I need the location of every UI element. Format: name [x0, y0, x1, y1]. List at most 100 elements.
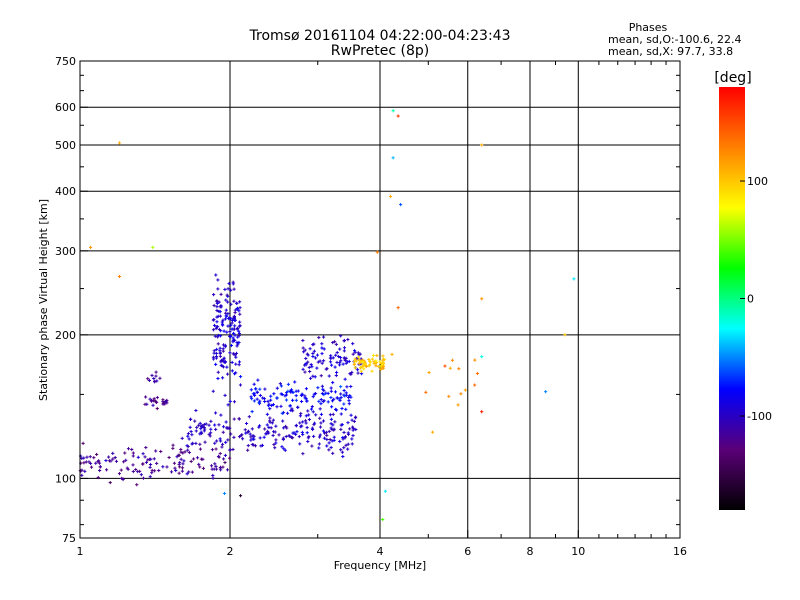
x-tick-label: 1: [77, 545, 84, 558]
scatter-point: [188, 417, 193, 421]
scatter-point: [215, 315, 219, 319]
scatter-point: [322, 431, 327, 435]
scatter-point: [310, 365, 314, 369]
x-axis-ticks: 1 2 4 6 8 10 16: [77, 61, 687, 558]
scatter-point: [185, 444, 189, 448]
scatter-point: [334, 342, 338, 346]
scatter-point: [329, 354, 333, 358]
scatter-point: [154, 370, 158, 374]
scatter-point: [150, 398, 154, 403]
scatter-point: [220, 445, 224, 449]
scatter-point: [344, 391, 348, 395]
scatter-point: [233, 333, 237, 337]
scatter-point: [107, 459, 112, 463]
scatter-point: [294, 398, 298, 402]
scatter-point: [232, 338, 236, 343]
scatter-point: [463, 388, 467, 392]
scatter-point: [126, 447, 131, 451]
scatter-point: [357, 358, 361, 362]
scatter-point: [169, 470, 174, 474]
scatter-point: [80, 473, 84, 477]
scatter-point: [358, 352, 362, 356]
scatter-point: [148, 397, 152, 401]
scatter-point: [319, 402, 323, 406]
scatter-point: [186, 434, 190, 438]
scatter-point: [335, 360, 339, 365]
scatter-point: [224, 308, 228, 312]
scatter-point: [183, 450, 187, 454]
scatter-point: [130, 447, 134, 452]
scatter-point: [285, 411, 290, 415]
scatter-point: [315, 353, 320, 357]
scatter-point: [334, 373, 338, 378]
scatter-point: [252, 434, 256, 438]
scatter-point: [232, 316, 237, 320]
scatter-point: [104, 458, 108, 463]
scatter-point: [233, 324, 237, 328]
scatter-point: [198, 442, 202, 446]
scatter-point: [275, 396, 279, 400]
scatter-point: [274, 438, 278, 442]
scatter-point: [250, 427, 254, 431]
scatter-point: [331, 451, 335, 455]
scatter-point: [307, 365, 311, 370]
scatter-point: [92, 456, 96, 460]
y-tick-label: 200: [55, 329, 76, 342]
scatter-point: [342, 346, 347, 350]
scatter-point: [229, 302, 233, 306]
x-axis-label: Frequency [MHz]: [334, 559, 426, 572]
scatter-point: [339, 334, 343, 338]
scatter-point: [321, 419, 326, 423]
scatter-point: [314, 413, 318, 417]
phases-o-stats: mean, sd,O:-100.6, 22.4: [608, 33, 742, 46]
scatter-point: [353, 366, 357, 370]
scatter-point: [207, 432, 211, 436]
scatter-point: [359, 365, 363, 369]
scatter-point: [312, 349, 316, 353]
scatter-point: [272, 392, 276, 396]
scatter-point: [252, 392, 257, 396]
scatter-point: [214, 362, 218, 366]
x-tick-label: 2: [227, 545, 234, 558]
scatter-point: [147, 378, 152, 383]
scatter-point: [250, 410, 254, 414]
scatter-point: [214, 447, 218, 451]
scatter-point: [329, 417, 334, 421]
phases-x-stats: mean, sd,X: 97.7, 33.8: [608, 45, 733, 58]
scatter-point: [319, 397, 323, 402]
scatter-point: [217, 309, 221, 314]
scatter-point: [375, 353, 379, 358]
chart-title: Tromsø 20161104 04:22:00-04:23:43: [249, 28, 511, 44]
scatter-point: [337, 354, 341, 359]
scatter-point: [318, 407, 322, 411]
scatter-point: [214, 427, 218, 432]
scatter-point: [298, 442, 302, 446]
scatter-point: [288, 434, 292, 438]
scatter-point: [235, 301, 239, 305]
scatter-point: [349, 413, 353, 417]
scatter-point: [83, 469, 87, 473]
scatter-point: [353, 415, 358, 419]
scatter-point: [218, 354, 222, 358]
scatter-point: [356, 355, 361, 359]
scatter-point: [237, 340, 241, 345]
scatter-point: [247, 415, 251, 419]
scatter-point: [255, 390, 259, 395]
scatter-point: [268, 416, 272, 420]
scatter-point: [370, 369, 374, 373]
scatter-point: [261, 396, 265, 400]
scatter-point: [304, 361, 308, 366]
scatter-point: [190, 433, 194, 437]
outlier-point: [480, 297, 484, 301]
scatter-point: [325, 433, 329, 437]
scatter-point: [221, 430, 225, 434]
scatter-point: [390, 352, 394, 357]
outlier-point: [391, 109, 395, 113]
grid: [80, 61, 680, 538]
scatter-point: [347, 359, 351, 364]
scatter-point: [139, 473, 143, 477]
scatter-point: [475, 371, 480, 376]
scatter-point: [349, 395, 353, 399]
scatter-point: [111, 457, 115, 461]
scatter-point: [312, 434, 316, 438]
